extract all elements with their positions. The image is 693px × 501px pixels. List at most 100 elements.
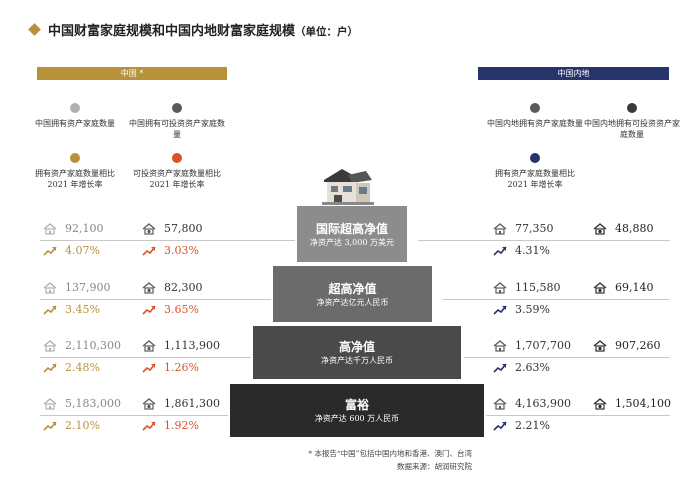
house-coin-icon [142, 281, 156, 294]
trend-up-arrow-icon [493, 420, 507, 431]
china-holding-growth-dot-icon [70, 153, 80, 163]
row-3-mainland-holding: 1,707,700 [493, 339, 571, 352]
page-title: 中国财富家庭规模和中国内地财富家庭规模（单位：户） [48, 20, 358, 39]
pyramid-tier-4: 富裕 净资产达 600 万人民币 [230, 384, 484, 437]
row-4-right-line [486, 415, 670, 416]
trend-up-arrow-icon [142, 245, 156, 256]
tier-1-name: 国际超高净值 [315, 221, 388, 236]
value-text: 48,880 [615, 222, 654, 235]
row-4-china-holding-growth: 2.10% [43, 419, 100, 432]
row-2-china-holding-growth: 3.45% [43, 303, 100, 316]
house-icon [43, 222, 57, 235]
tier-3-desc: 净资产达千万人民币 [321, 356, 393, 365]
value-text: 3.45% [65, 303, 100, 316]
title-main: 中国财富家庭规模和中国内地财富家庭规模 [48, 23, 296, 39]
row-1-mainland-holding: 77,350 [493, 222, 554, 235]
row-3-china-holding-growth: 2.48% [43, 361, 100, 374]
row-3-china-investable-growth: 1.26% [142, 361, 199, 374]
tier-2-name: 超高净值 [328, 281, 377, 296]
value-text: 3.59% [515, 303, 550, 316]
row-2-mainland-holding-growth: 3.59% [493, 303, 550, 316]
value-text: 2.21% [515, 419, 550, 432]
value-text: 92,100 [65, 222, 104, 235]
value-text: 1.92% [164, 419, 199, 432]
row-4-mainland-holding: 4,163,900 [493, 397, 571, 410]
value-text: 1,113,900 [164, 339, 220, 352]
value-text: 5,183,000 [65, 397, 121, 410]
row-4-china-holding: 5,183,000 [43, 397, 121, 410]
house-icon [493, 339, 507, 352]
value-text: 57,800 [164, 222, 203, 235]
trend-up-arrow-icon [43, 304, 57, 315]
tier-4-name: 富裕 [344, 398, 369, 412]
row-1-mainland-holding-growth: 4.31% [493, 244, 550, 257]
mainland-holding-legend: 中国内地拥有资产家庭数量 [487, 119, 583, 128]
value-text: 1.26% [164, 361, 199, 374]
value-text: 82,300 [164, 281, 203, 294]
row-4-left-line [40, 415, 228, 416]
title-row: 中国财富家庭规模和中国内地财富家庭规模（单位：户） [28, 20, 358, 39]
value-text: 1,861,300 [164, 397, 220, 410]
row-1-mainland-investable: 48,880 [593, 222, 654, 235]
footnote-note: * 本报告“中国”包括中国内地和香港、澳门、台湾 [308, 449, 472, 458]
house-icon [493, 281, 507, 294]
trend-up-arrow-icon [142, 362, 156, 373]
row-3-mainland-holding-growth: 2.63% [493, 361, 550, 374]
title-unit: （单位：户） [295, 25, 359, 38]
house-icon [493, 222, 507, 235]
pyramid-tier-3: 高净值 净资产达千万人民币 [253, 326, 461, 379]
house-coin-icon [593, 397, 607, 410]
china-holding-growth-legend: 拥有资产家庭数量相比 2021 年增长率 [35, 169, 115, 189]
mainland-holding-dot-icon [530, 103, 540, 113]
house-coin-icon [142, 397, 156, 410]
mainland-header-bar: 中国内地 [478, 67, 669, 80]
row-2-china-investable: 82,300 [142, 281, 203, 294]
value-text: 4,163,900 [515, 397, 571, 410]
china-investable-growth-legend: 可投资资产家庭数量相比 2021 年增长率 [133, 169, 221, 189]
value-text: 2.63% [515, 361, 550, 374]
diamond-icon [28, 22, 41, 36]
trend-up-arrow-icon [142, 420, 156, 431]
row-1-china-investable: 57,800 [142, 222, 203, 235]
china-investable-growth-dot-icon [172, 153, 182, 163]
row-2-left-line [40, 299, 271, 300]
row-2-mainland-investable: 69,140 [593, 281, 654, 294]
tier-2-desc: 净资产达亿元人民币 [316, 297, 389, 307]
row-4-mainland-holding-growth: 2.21% [493, 419, 550, 432]
row-1-china-holding-growth: 4.07% [43, 244, 100, 257]
value-text: 115,580 [515, 281, 561, 294]
house-coin-icon [593, 281, 607, 294]
row-1-china-holding: 92,100 [43, 222, 104, 235]
china-investable-legend: 中国拥有可投资资产家庭数量 [129, 119, 225, 139]
mainland-investable-legend: 中国内地拥有可投资资产家庭数量 [584, 119, 680, 139]
row-4-china-investable: 1,861,300 [142, 397, 220, 410]
mainland-holding-growth-dot-icon [530, 153, 540, 163]
row-2-mainland-holding: 115,580 [493, 281, 561, 294]
value-text: 77,350 [515, 222, 554, 235]
footnote-source: 数据来源：胡润研究院 [397, 462, 472, 471]
footnote: * 本报告“中国”包括中国内地和香港、澳门、台湾 数据来源：胡润研究院 [260, 447, 472, 473]
value-text: 907,260 [615, 339, 661, 352]
value-text: 2,110,300 [65, 339, 121, 352]
value-text: 4.31% [515, 244, 550, 257]
row-3-right-line [464, 357, 670, 358]
mainland-holding-growth-legend: 拥有资产家庭数量相比 2021 年增长率 [495, 169, 575, 189]
row-2-right-line [442, 299, 670, 300]
value-text: 3.65% [164, 303, 199, 316]
row-2-china-investable-growth: 3.65% [142, 303, 199, 316]
house-icon [43, 281, 57, 294]
row-4-mainland-investable: 1,504,100 [593, 397, 671, 410]
row-3-china-investable: 1,113,900 [142, 339, 220, 352]
villa-icon [322, 169, 374, 205]
row-4-china-investable-growth: 1.92% [142, 419, 199, 432]
value-text: 2.48% [65, 361, 100, 374]
trend-up-arrow-icon [43, 420, 57, 431]
row-3-left-line [40, 357, 251, 358]
trend-up-arrow-icon [43, 362, 57, 373]
tier-1-desc: 净资产达 3,000 万美元 [310, 237, 394, 247]
house-icon [493, 397, 507, 410]
house-coin-icon [593, 222, 607, 235]
value-text: 1,504,100 [615, 397, 671, 410]
house-icon [43, 339, 57, 352]
trend-up-arrow-icon [493, 304, 507, 315]
